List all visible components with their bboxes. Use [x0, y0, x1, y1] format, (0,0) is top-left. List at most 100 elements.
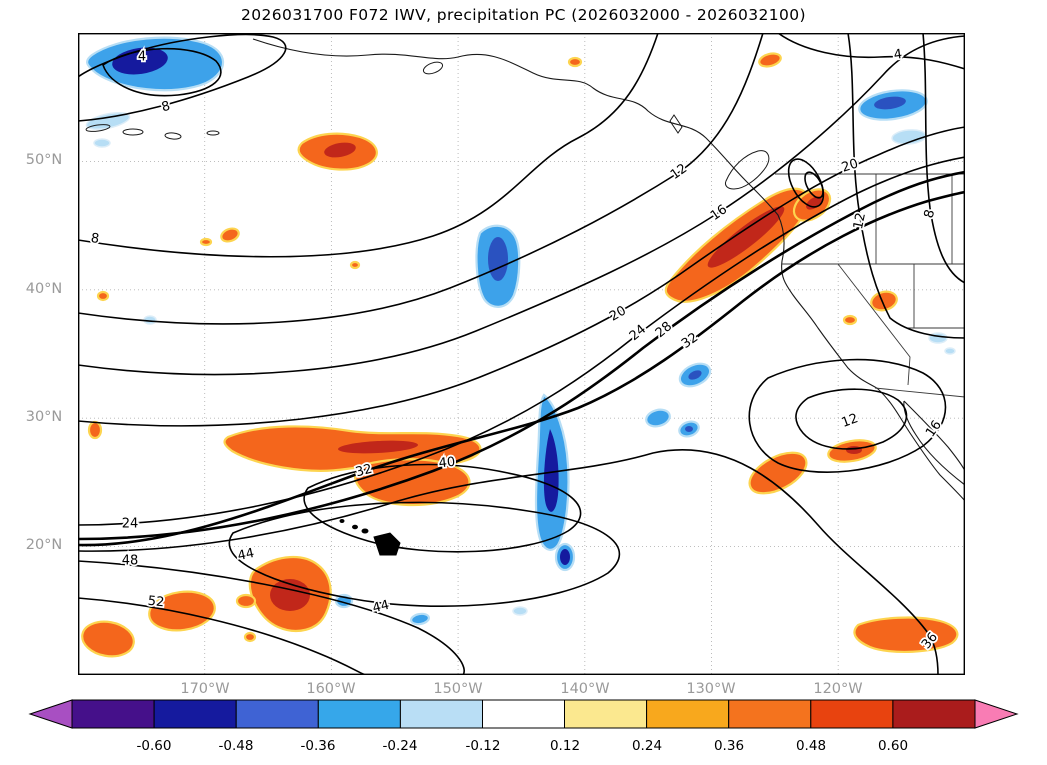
aleutian-island — [122, 128, 144, 136]
anomaly-blob-positive — [148, 590, 216, 632]
contour-line-12 — [78, 33, 764, 325]
contour-line-16-closed — [748, 358, 947, 473]
lat-tick-40n: 40°N — [25, 281, 63, 297]
hawaii-islands — [339, 519, 401, 556]
map-plot: 4 8 8 12 16 20 20 24 24 28 32 32 36 40 4… — [78, 33, 965, 675]
contour-label: 8 — [922, 208, 939, 220]
anomaly-blob-positive — [243, 631, 257, 643]
anomaly-blob-positive — [567, 56, 583, 68]
contour-label: 48 — [122, 554, 139, 569]
colorbar-tick: 0.24 — [632, 738, 662, 754]
colorbar-tick: -0.60 — [137, 738, 172, 754]
lon-tick-140w: 140°W — [560, 681, 610, 697]
anomaly-blob-negative — [409, 612, 431, 626]
iwv-contour-lines — [78, 33, 965, 675]
lon-tick-150w: 150°W — [433, 681, 483, 697]
aleutian-island — [206, 130, 220, 136]
lon-tick-120w: 120°W — [813, 681, 863, 697]
colorbar-tick: 0.48 — [796, 738, 826, 754]
grid-lines — [78, 33, 965, 675]
colorbar-cell — [892, 699, 976, 729]
lat-tick-30n: 30°N — [25, 409, 63, 425]
contour-line-12-coastal — [847, 33, 965, 339]
contour-line-36 — [78, 449, 939, 675]
contour-line-44 — [228, 501, 621, 607]
contour-label: 8 — [90, 231, 100, 247]
contour-label: 44 — [236, 546, 255, 564]
anomaly-blob-positive — [842, 314, 858, 326]
contour-label: 20 — [607, 303, 629, 324]
contour-line-24 — [78, 156, 965, 526]
colorbar-cell — [646, 699, 730, 729]
plot-title: 2026031700 F072 IWV, precipitation PC (2… — [241, 6, 806, 24]
colorbar-tick: 0.12 — [550, 738, 580, 754]
contour-label: 4 — [138, 50, 146, 65]
anomaly-blob-positive — [220, 227, 240, 243]
california-nevada-border — [837, 263, 911, 386]
colorbar-under-arrow — [28, 699, 73, 729]
anomaly-core-negative — [685, 426, 693, 432]
colorbar-cell — [153, 699, 237, 729]
colorbar-tick: -0.48 — [219, 738, 254, 754]
us-mexico-border — [874, 387, 965, 398]
plot-frame — [78, 33, 965, 675]
anomaly-core-negative — [543, 429, 559, 512]
anomaly-blob-negative — [944, 347, 956, 355]
contour-line-coastal-closed — [787, 158, 825, 208]
colorbar-tick: 0.60 — [878, 738, 908, 754]
contour-label: 12 — [851, 211, 869, 230]
contour-line-32 — [78, 190, 965, 547]
contour-label: 52 — [147, 594, 165, 611]
anomaly-core-negative — [688, 370, 702, 380]
aleutian-island — [164, 132, 182, 140]
lon-tick-130w: 130°W — [686, 681, 736, 697]
anomaly-blob-negative — [645, 408, 671, 428]
contour-label: 24 — [122, 517, 139, 532]
contour-line-8 — [78, 33, 287, 122]
contour-line-12-closed — [795, 388, 908, 450]
anomaly-shading-negative — [85, 36, 956, 626]
anomaly-core-positive — [846, 446, 862, 454]
contour-line-16 — [78, 35, 965, 376]
anomaly-shading-positive — [81, 52, 959, 658]
contour-line-40 — [303, 463, 582, 553]
contour-line-coastal-closed — [804, 171, 824, 199]
anomaly-blob-positive — [748, 451, 808, 495]
anomaly-blob-positive — [235, 593, 257, 609]
anomaly-blob-positive — [853, 616, 959, 654]
contour-label: 32 — [354, 462, 374, 481]
anomaly-core-positive — [324, 142, 356, 158]
mexico-mainland-coastline — [903, 400, 965, 472]
anomaly-core-positive — [707, 206, 785, 268]
contour-line-8 — [78, 33, 659, 258]
baja-gulf-coastline — [903, 400, 965, 486]
contour-label: 12 — [840, 411, 861, 431]
kodiak-island — [422, 61, 444, 75]
colorbar-tick: -0.24 — [383, 738, 418, 754]
contour-label: 12 — [668, 161, 690, 183]
lon-tick-170w: 170°W — [180, 681, 230, 697]
colorbar-tick: 0.36 — [714, 738, 744, 754]
lat-tick-50n: 50°N — [25, 152, 63, 168]
contour-line-8-coastal — [922, 33, 965, 284]
colorbar-cell — [235, 699, 319, 729]
anomaly-blob-positive — [87, 420, 103, 440]
anomaly-core-negative — [488, 237, 508, 281]
anomaly-blob-positive — [96, 290, 110, 302]
contour-line-4-coastal — [777, 33, 965, 70]
colorbar-over-arrow — [974, 699, 1019, 729]
colorbar: -0.60 -0.48 -0.36 -0.24 -0.12 0.12 0.24 … — [28, 699, 1019, 754]
anomaly-blob-negative — [928, 332, 948, 344]
anomaly-core-negative — [874, 96, 906, 110]
colorbar-cell — [482, 699, 566, 729]
contour-label: 40 — [438, 455, 456, 472]
contour-label: 8 — [160, 99, 172, 116]
haida-gwaii-island — [669, 114, 683, 134]
anomaly-blob-positive — [354, 458, 471, 507]
colorbar-cell — [399, 699, 483, 729]
contour-label: 4 — [893, 47, 903, 63]
anomaly-core-negative — [560, 549, 570, 565]
anomaly-blob-positive — [349, 260, 361, 270]
anomaly-blob-positive — [199, 237, 213, 247]
